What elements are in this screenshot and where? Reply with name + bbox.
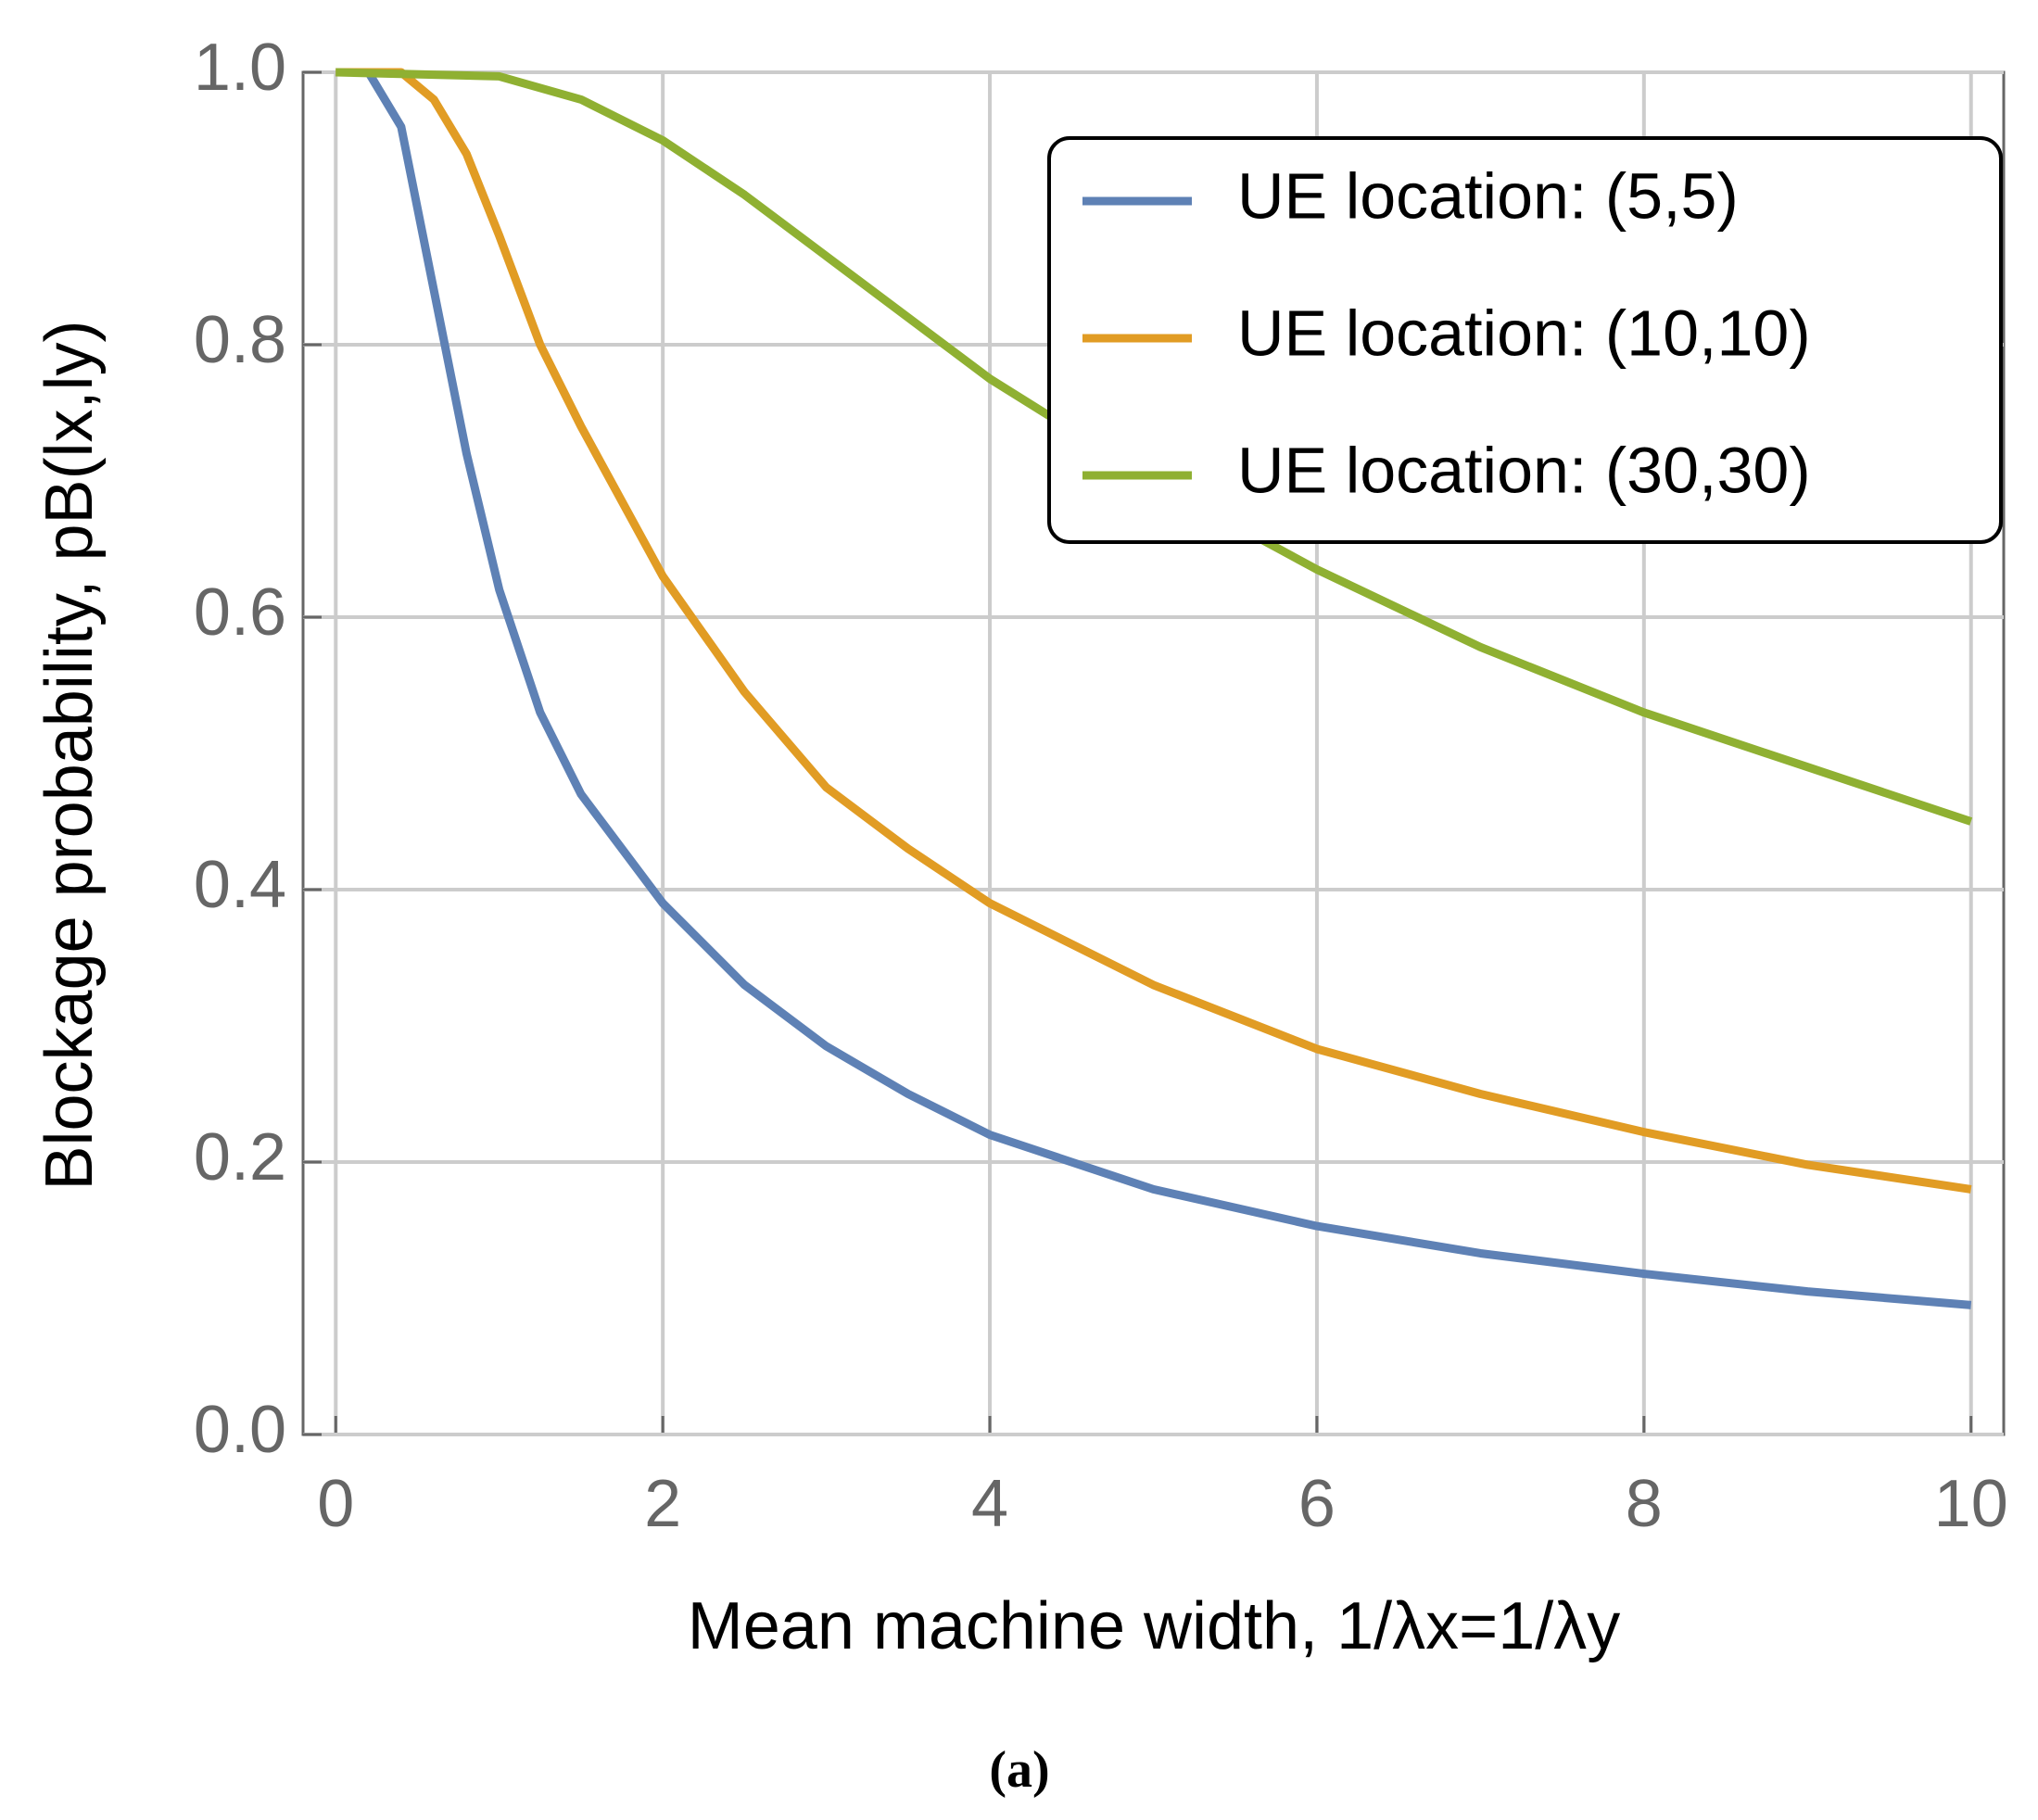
legend-label: UE location: (5,5) bbox=[1237, 159, 1739, 232]
x-tick-label: 10 bbox=[1934, 1467, 2008, 1541]
data-line bbox=[335, 68, 1973, 826]
y-tick-label: 0.4 bbox=[194, 848, 286, 922]
legend-box bbox=[1047, 136, 2003, 544]
data-line bbox=[335, 68, 1972, 1194]
x-tick-label: 6 bbox=[1298, 1467, 1335, 1541]
y-tick-label: 0.8 bbox=[194, 303, 286, 377]
caption: (a) bbox=[989, 1741, 1049, 1799]
data-line bbox=[335, 68, 1972, 1309]
y-tick-label: 0.6 bbox=[194, 575, 286, 650]
y-tick-label: 1.0 bbox=[194, 31, 286, 105]
x-tick-label: 2 bbox=[644, 1467, 681, 1541]
legend-label: UE location: (10,10) bbox=[1237, 297, 1811, 369]
y-tick-label: 0.2 bbox=[194, 1120, 286, 1194]
x-axis-label: Mean machine width, 1/λx=1/λy bbox=[688, 1589, 1621, 1663]
x-tick-label: 4 bbox=[971, 1467, 1008, 1541]
x-tick-label: 8 bbox=[1626, 1467, 1663, 1541]
legend-label: UE location: (30,30) bbox=[1237, 434, 1811, 506]
y-tick-label: 0.0 bbox=[194, 1393, 286, 1467]
x-tick-label: 0 bbox=[317, 1467, 354, 1541]
y-axis-label: Blockage probability, pB(lx,ly) bbox=[32, 320, 107, 1190]
